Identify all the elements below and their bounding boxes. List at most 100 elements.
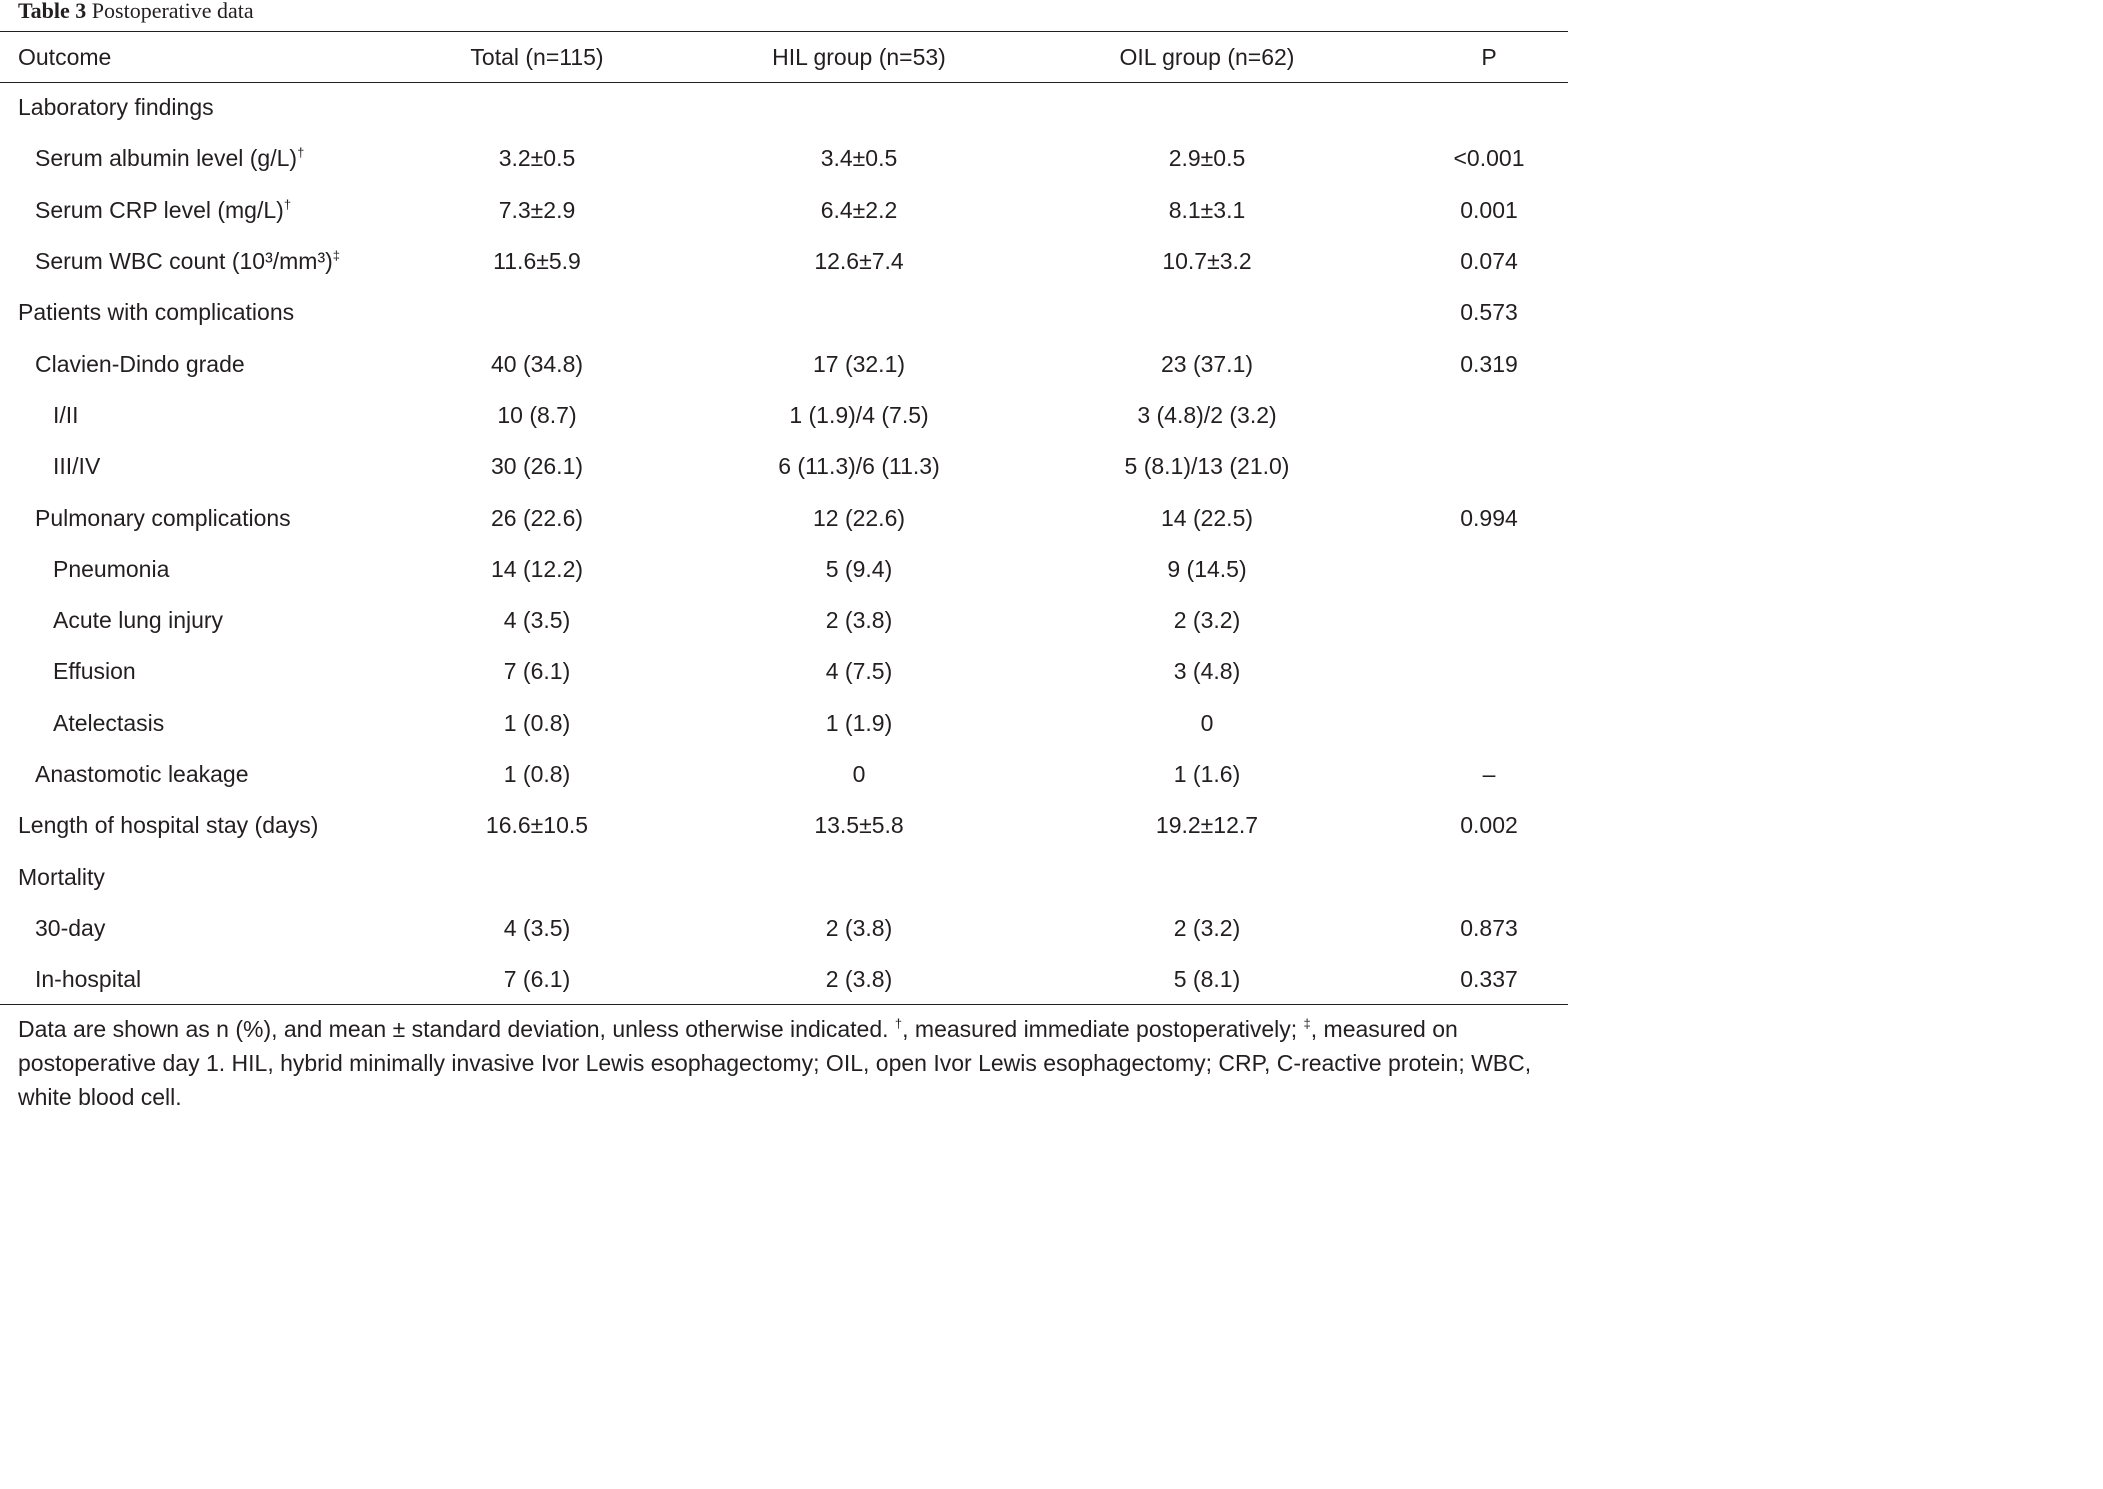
cell-oil [1022, 82, 1392, 133]
cell-oil: 5 (8.1)/13 (21.0) [1124, 453, 1290, 480]
table-row: Anastomotic leakage 1 (0.8) 0 1 (1.6) – [0, 749, 1586, 800]
row-label: III/IV [0, 441, 378, 492]
dagger-symbol: † [894, 1016, 903, 1031]
cell-hil: 6.4±2.2 [820, 196, 898, 223]
cell-oil: 2 (3.2) [1173, 607, 1241, 634]
cell-p: 0.337 [1460, 966, 1518, 993]
row-label-text: I/II [53, 401, 79, 428]
cell-hil [696, 287, 1022, 338]
cell-p: 0.319 [1460, 350, 1518, 377]
header-outcome: Outcome [18, 43, 112, 70]
cell-oil [1022, 851, 1392, 902]
cell-oil: 0 [1200, 709, 1214, 736]
table-row: Mortality [0, 851, 1586, 902]
row-label-text: 30-day [35, 914, 106, 941]
cell-p: 0.001 [1460, 196, 1518, 223]
row-label-text: Serum WBC count (10³/mm³) [35, 248, 333, 275]
table-row: I/II 10 (8.7) 1 (1.9)/4 (7.5) 3 (4.8)/2 (3.… [0, 390, 1586, 441]
footnote-intro: Data are shown as n (%), and mean ± stan… [18, 1016, 889, 1042]
cell-total [378, 287, 696, 338]
row-label-text: Laboratory findings [18, 94, 214, 121]
row-label: Anastomotic leakage [0, 749, 378, 800]
row-label-text: Patients with complications [18, 299, 295, 326]
table-row: Serum CRP level (mg/L)† 7.3±2.9 6.4±2.2 8.1… [0, 185, 1586, 236]
cell-hil: 13.5±5.8 [814, 812, 904, 839]
row-label: Length of hospital stay (days) [0, 800, 378, 851]
row-label: Pneumonia [0, 544, 378, 595]
row-label: Atelectasis [0, 698, 378, 749]
cell-total: 7 (6.1) [503, 966, 571, 993]
row-label: Mortality [0, 851, 378, 902]
cell-total: 3.2±0.5 [498, 145, 576, 172]
top-rule [0, 31, 1568, 32]
table-body: Laboratory findings Serum albumin level (… [0, 82, 1586, 1005]
cell-oil [1022, 287, 1392, 338]
table-row: Effusion 7 (6.1) 4 (7.5) 3 (4.8) [0, 646, 1586, 697]
bottom-rule [0, 1004, 1568, 1005]
table-footnote: Data are shown as n (%), and mean ± stan… [18, 1012, 1556, 1114]
cell-total: 11.6±5.9 [493, 248, 581, 275]
cell-hil: 1 (1.9) [825, 709, 893, 736]
cell-hil: 2 (3.8) [825, 966, 893, 993]
row-label-text: Pulmonary complications [35, 504, 291, 531]
row-label: Laboratory findings [0, 82, 378, 133]
cell-total: 7 (6.1) [503, 658, 571, 685]
cell-oil: 5 (8.1) [1173, 966, 1241, 993]
cell-total: 1 (0.8) [503, 761, 571, 787]
cell-hil: 2 (3.8) [825, 607, 893, 634]
cell-hil: 3.4±0.5 [820, 145, 898, 172]
cell-hil: 12 (22.6) [812, 504, 906, 531]
footnote-double-dagger: , measured on postoperative day 1. HIL, … [18, 1016, 1532, 1110]
row-label-text: Effusion [53, 658, 136, 685]
footnote-marker: † [297, 145, 305, 161]
row-label-text: Serum CRP level (mg/L) [35, 196, 284, 223]
cell-oil: 23 (37.1) [1160, 350, 1254, 377]
table-number: Table 3 [18, 0, 87, 23]
header-total: Total (n=115) [470, 43, 604, 70]
footnote-marker: † [283, 196, 292, 212]
table-row: Clavien-Dindo grade 40 (34.8) 17 (32.1) 23 … [0, 338, 1586, 389]
cell-hil [696, 82, 1022, 133]
cell-hil: 17 (32.1) [812, 350, 906, 377]
cell-hil [696, 851, 1022, 902]
cell-p [1392, 82, 1586, 133]
table-row: In-hospital 7 (6.1) 2 (3.8) 5 (8.1) 0.337 [0, 954, 1586, 1005]
cell-p [1392, 390, 1586, 441]
cell-p [1392, 441, 1586, 492]
cell-p: 0.002 [1460, 812, 1518, 839]
double-dagger-symbol: ‡ [1303, 1016, 1311, 1031]
row-label-text: Atelectasis [53, 709, 165, 736]
table-row: Atelectasis 1 (0.8) 1 (1.9) 0 [0, 698, 1586, 749]
cell-total: 1 (0.8) [503, 709, 571, 736]
cell-hil: 5 (9.4) [825, 555, 893, 582]
cell-oil: 19.2±12.7 [1155, 812, 1259, 839]
footnote-marker: ‡ [332, 248, 340, 264]
cell-oil: 10.7±3.2 [1162, 248, 1252, 275]
table-row: Pulmonary complications 26 (22.6) 12 (22.6… [0, 492, 1586, 543]
table-caption: Table 3 Postoperative data [18, 0, 254, 24]
row-label: Serum albumin level (g/L)† [0, 133, 378, 184]
table-row: Length of hospital stay (days) 16.6±10.5 1… [0, 800, 1586, 851]
row-label: Acute lung injury [0, 595, 378, 646]
row-label-text: Pneumonia [53, 555, 170, 582]
cell-hil: 2 (3.8) [825, 914, 893, 941]
row-label: Pulmonary complications [0, 492, 378, 543]
cell-hil: 1 (1.9)/4 (7.5) [789, 401, 929, 428]
row-label: Serum WBC count (10³/mm³)‡ [0, 236, 378, 287]
footnote-dagger: , measured immediate postoperatively; [902, 1016, 1298, 1042]
cell-oil: 14 (22.5) [1160, 504, 1254, 531]
row-label: Clavien-Dindo grade [0, 338, 378, 389]
cell-total: 26 (22.6) [490, 504, 584, 531]
table-row: Serum albumin level (g/L)† 3.2±0.5 3.4±0.5… [0, 133, 1586, 184]
header-row: Outcome Total (n=115) HIL group (n=53) O… [0, 32, 1586, 82]
row-label-text: In-hospital [35, 966, 142, 993]
cell-hil: 0 [852, 761, 866, 787]
table-row: Pneumonia 14 (12.2) 5 (9.4) 9 (14.5) [0, 544, 1586, 595]
row-label: I/II [0, 390, 378, 441]
cell-p [1392, 595, 1586, 646]
cell-oil: 3 (4.8) [1173, 658, 1241, 685]
cell-p [1392, 698, 1586, 749]
table-title: Postoperative data [91, 0, 254, 23]
cell-total [378, 851, 696, 902]
cell-oil: 2.9±0.5 [1168, 145, 1246, 172]
